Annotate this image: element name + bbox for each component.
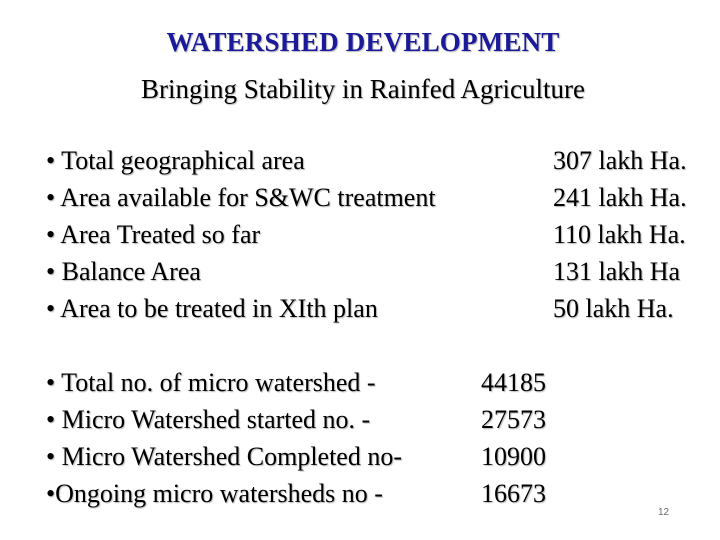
area-stat-label: • Area to be treated in XIth plan bbox=[46, 294, 378, 323]
watershed-stat-value: 10900 bbox=[481, 442, 546, 471]
area-stat-label: • Area Treated so far bbox=[46, 220, 261, 249]
watershed-stat-value: 27573 bbox=[481, 405, 546, 434]
area-stat-label: • Balance Area bbox=[46, 257, 201, 286]
area-stat-label: • Total geographical area bbox=[46, 146, 305, 175]
watershed-stat-value: 16673 bbox=[481, 479, 546, 508]
watershed-stat-label: •Ongoing micro watersheds no - bbox=[46, 479, 383, 508]
page-number: 12 bbox=[658, 507, 670, 518]
area-stat-value: 50 lakh Ha. bbox=[553, 294, 674, 323]
area-stat-value: 241 lakh Ha. bbox=[553, 183, 687, 212]
watershed-stat-label: • Micro Watershed started no. - bbox=[46, 405, 371, 434]
slide-title: WATERSHED DEVELOPMENT bbox=[166, 27, 560, 57]
slide-subtitle: Bringing Stability in Rainfed Agricultur… bbox=[141, 74, 585, 104]
watershed-stat-value: 44185 bbox=[481, 368, 546, 397]
watershed-stat-label: • Micro Watershed Completed no- bbox=[46, 442, 403, 471]
watershed-stat-label: • Total no. of micro watershed - bbox=[46, 368, 376, 397]
area-stat-value: 110 lakh Ha. bbox=[553, 220, 686, 249]
area-stat-value: 131 lakh Ha bbox=[553, 257, 681, 286]
area-stat-label: • Area available for S&WC treatment bbox=[46, 183, 436, 212]
area-stat-value: 307 lakh Ha. bbox=[553, 146, 687, 175]
